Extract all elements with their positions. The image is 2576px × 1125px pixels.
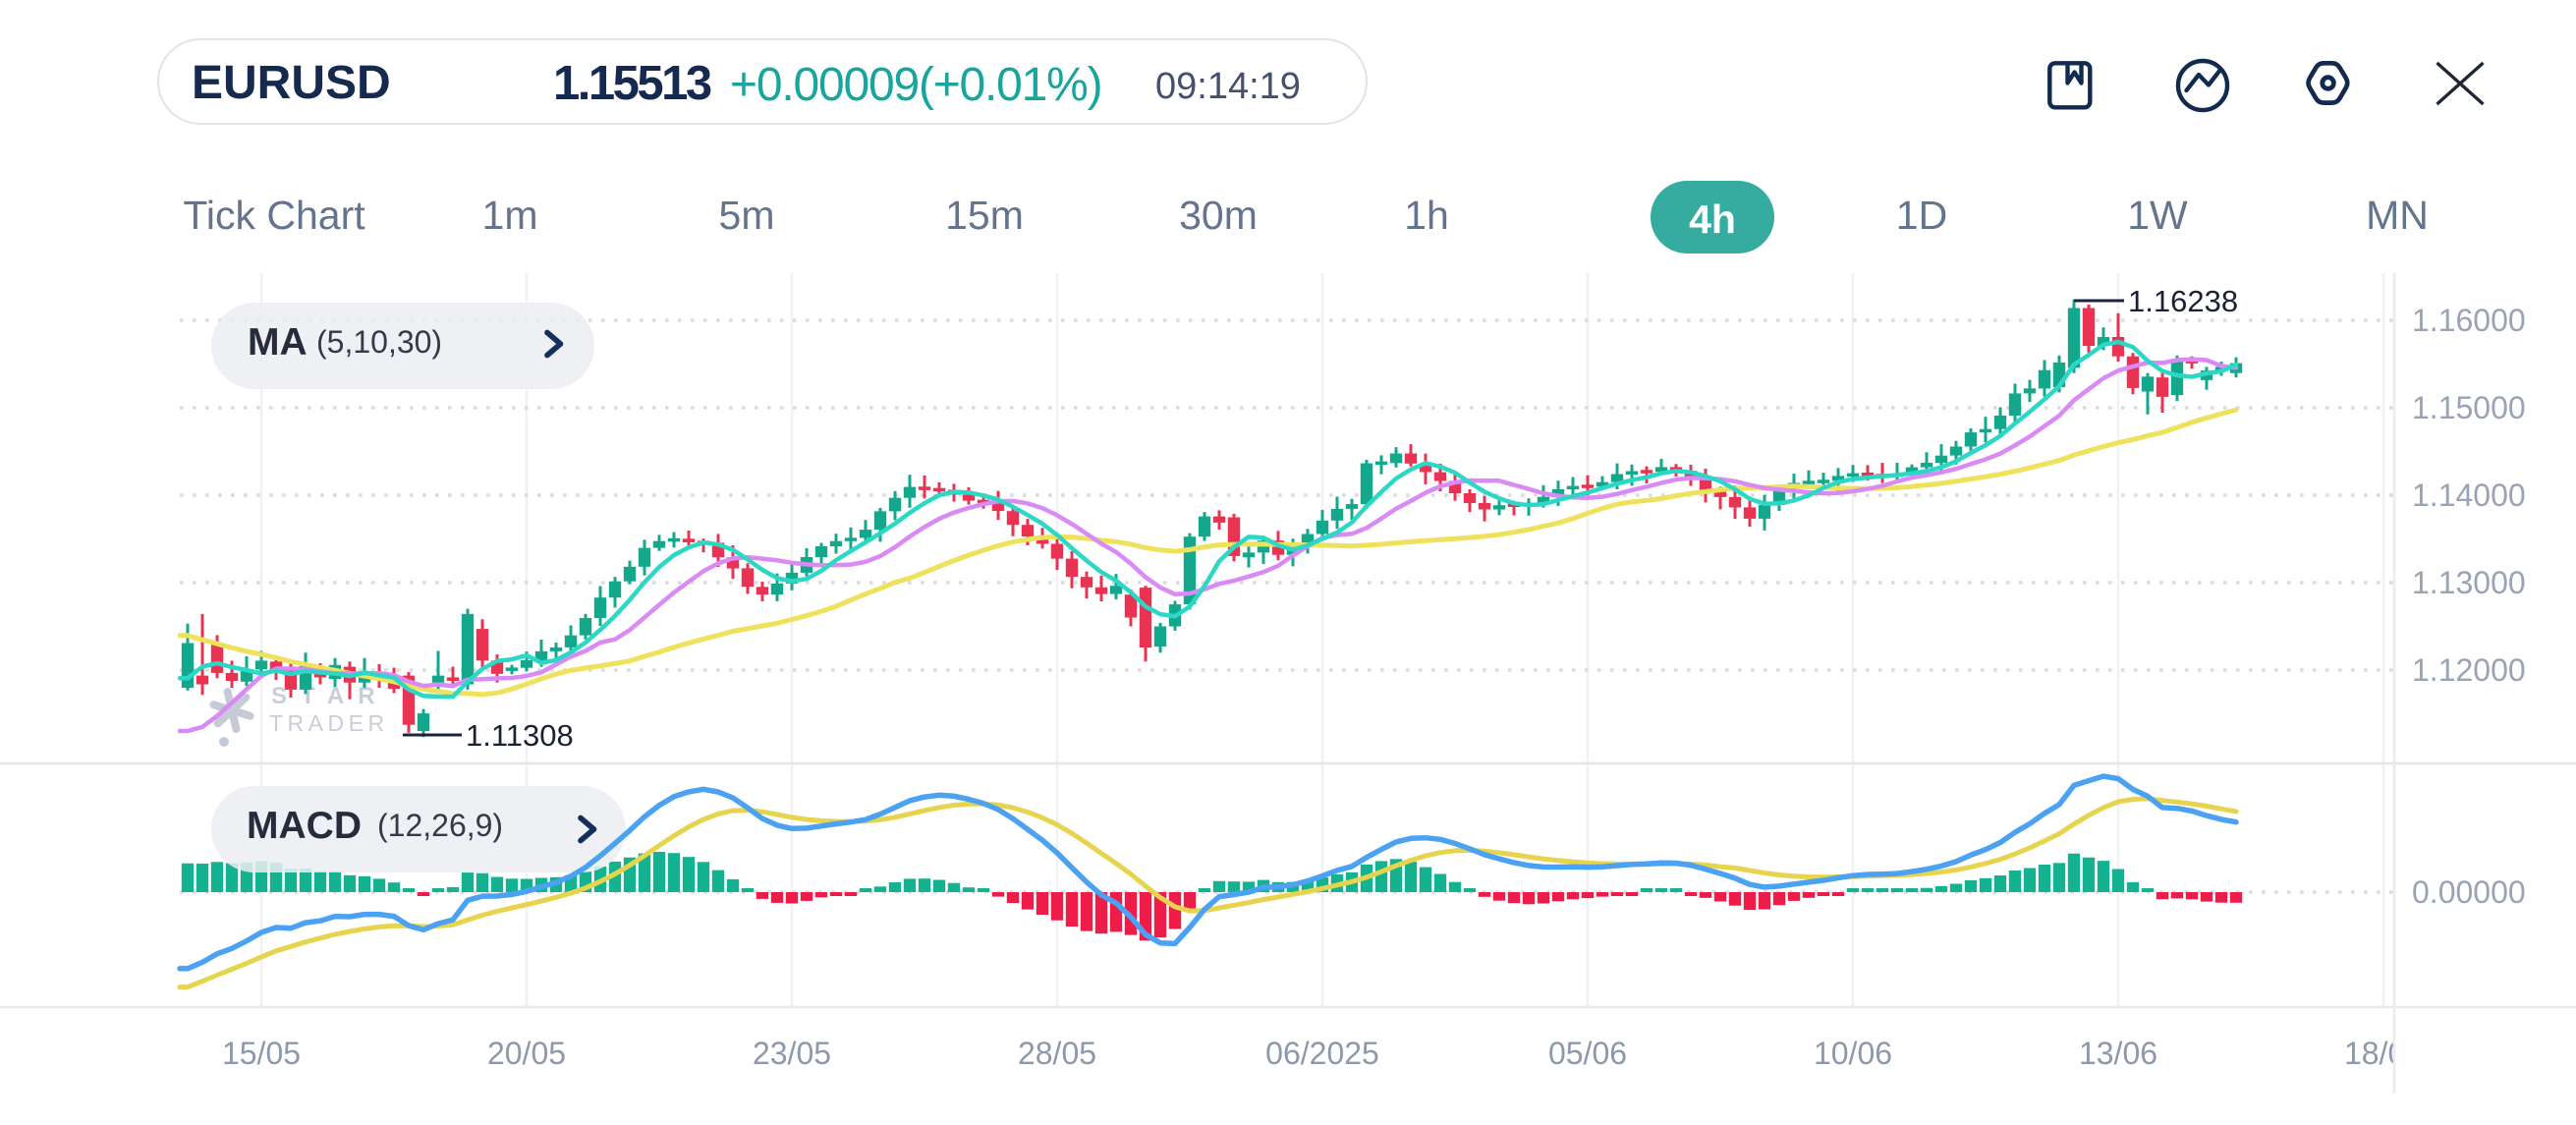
svg-text:05/06: 05/06 xyxy=(1548,1036,1627,1071)
svg-text:1.14000: 1.14000 xyxy=(2412,478,2526,513)
svg-text:(5,10,30): (5,10,30) xyxy=(316,324,442,360)
svg-text:TRADER: TRADER xyxy=(269,710,389,736)
svg-text:13/06: 13/06 xyxy=(2079,1036,2157,1071)
svg-text:23/05: 23/05 xyxy=(753,1036,831,1071)
svg-text:1.16000: 1.16000 xyxy=(2412,303,2526,338)
svg-text:28/05: 28/05 xyxy=(1018,1036,1096,1071)
svg-text:06/2025: 06/2025 xyxy=(1265,1036,1379,1071)
svg-text:15/05: 15/05 xyxy=(222,1036,301,1071)
svg-text:1.12000: 1.12000 xyxy=(2412,652,2526,688)
svg-text:10/06: 10/06 xyxy=(1814,1036,1892,1071)
svg-text:0.00000: 0.00000 xyxy=(2412,874,2526,910)
svg-text:MACD: MACD xyxy=(247,805,362,847)
svg-text:20/05: 20/05 xyxy=(487,1036,566,1071)
svg-text:1.16238: 1.16238 xyxy=(2128,284,2238,318)
svg-text:1.15000: 1.15000 xyxy=(2412,390,2526,425)
svg-text:(12,26,9): (12,26,9) xyxy=(377,808,503,843)
svg-text:1.13000: 1.13000 xyxy=(2412,565,2526,600)
svg-text:MA: MA xyxy=(248,321,308,364)
svg-text:1.11308: 1.11308 xyxy=(466,718,574,753)
